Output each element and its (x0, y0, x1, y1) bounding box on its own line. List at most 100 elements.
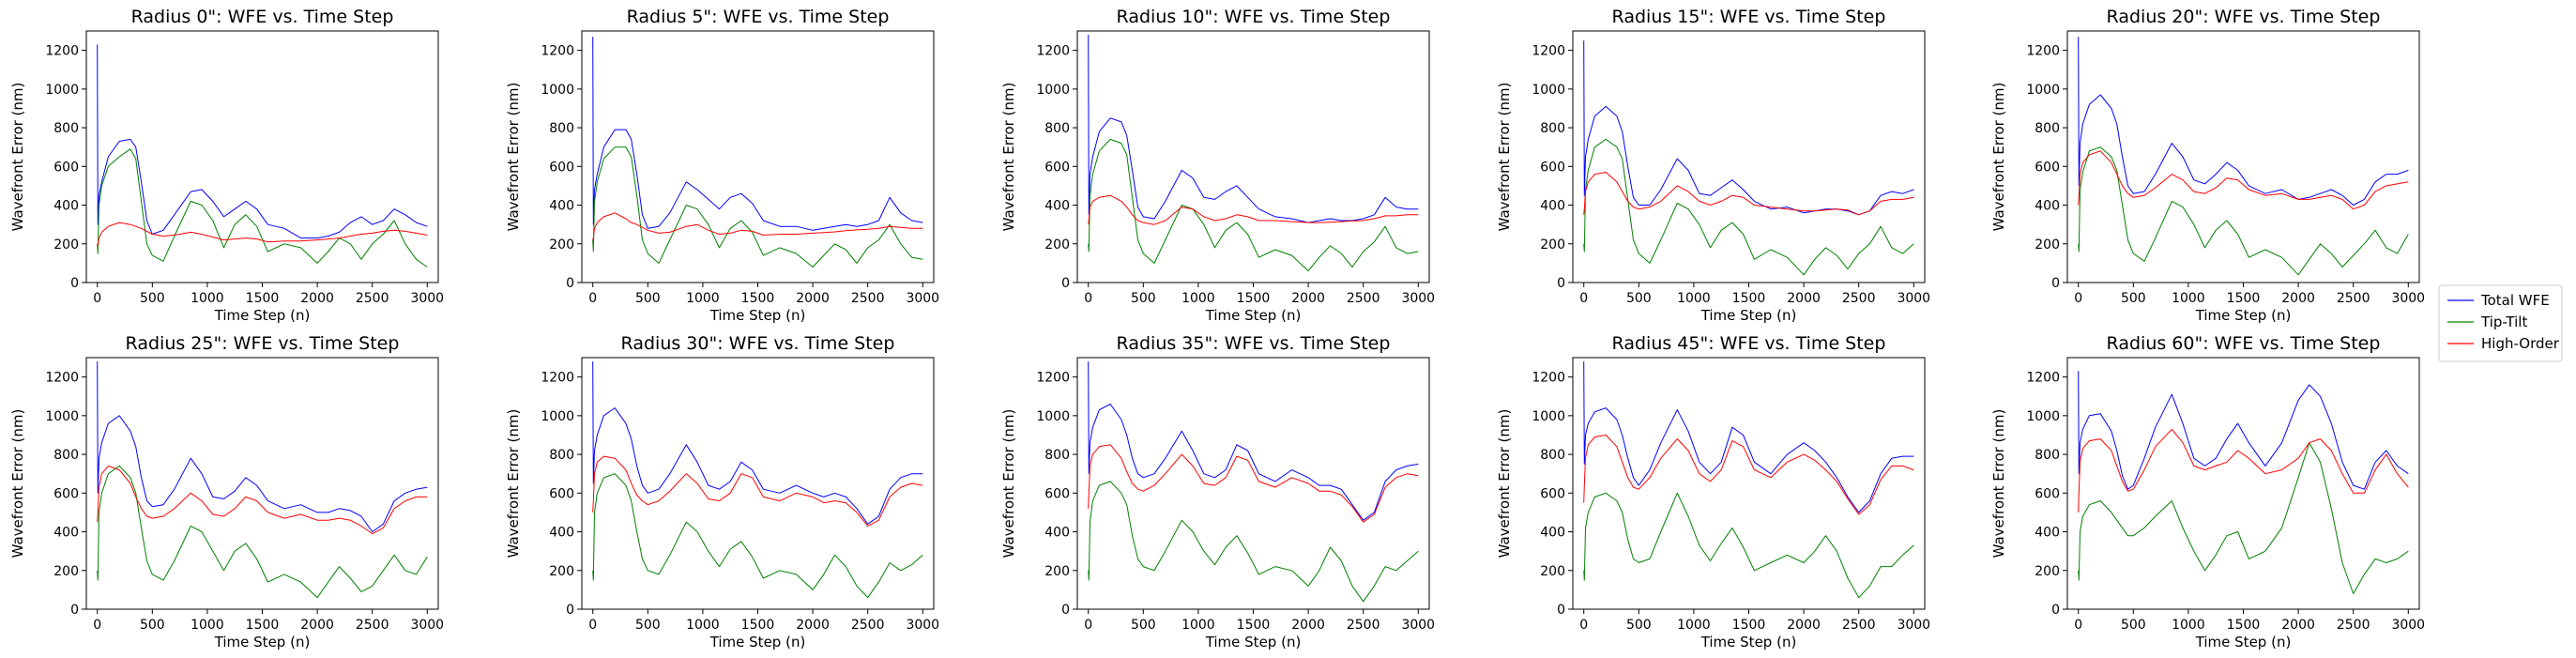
subplot-title: Radius 10": WFE vs. Time Step (1117, 7, 1391, 27)
y-axis-label: Wavefront Error (nm) (1496, 83, 1513, 232)
series-line-tip-tilt (592, 146, 923, 268)
x-tick-label: 2000 (796, 618, 830, 633)
subplot-10: 0 500 1000 1500 2000 2500 3000 0 200 400 600 800 100… (1990, 333, 2425, 650)
x-tick-label: 0 (2074, 618, 2082, 633)
x-tick-label: 1000 (2172, 291, 2205, 306)
x-tick-label: 500 (2121, 618, 2146, 633)
x-tick-label: 2000 (300, 618, 334, 633)
x-tick-label: 2500 (1842, 618, 1876, 633)
y-tick-label: 800 (53, 448, 79, 463)
series-line-total-wfe (2078, 371, 2409, 490)
y-tick-label: 1000 (45, 409, 79, 424)
x-tick-label: 3000 (1401, 291, 1435, 306)
y-axis-label: Wavefront Error (nm) (1990, 83, 2007, 232)
x-tick-label: 1500 (741, 618, 775, 633)
y-axis-label: Wavefront Error (nm) (9, 83, 26, 232)
y-tick-label: 1200 (1532, 44, 1565, 59)
x-tick-label: 1000 (1677, 618, 1711, 633)
x-tick-label: 500 (1131, 291, 1156, 306)
x-tick-label: 1000 (686, 291, 720, 306)
x-axis-label: Time Step (n) (1700, 307, 1797, 324)
y-tick-label: 800 (2035, 448, 2060, 463)
series-group (2078, 37, 2409, 276)
y-tick-label: 1000 (45, 83, 79, 98)
y-tick-label: 200 (1540, 237, 1565, 252)
x-tick-label: 1000 (1181, 618, 1215, 633)
y-tick-label: 1200 (1036, 371, 1070, 386)
x-tick-label: 3000 (410, 618, 444, 633)
y-tick-label: 0 (566, 603, 574, 618)
y-tick-label: 600 (53, 160, 79, 175)
y-tick-label: 400 (1540, 526, 1565, 541)
y-tick-label: 0 (2051, 603, 2060, 618)
x-tick-label: 3000 (2391, 291, 2425, 306)
y-tick-label: 400 (1044, 199, 1070, 214)
y-tick-label: 400 (2035, 526, 2060, 541)
x-tick-label: 0 (588, 291, 597, 306)
x-tick-label: 0 (588, 618, 597, 633)
subplot-1: 0 500 1000 1500 2000 2500 3000 0 200 400 600 800 100… (9, 7, 444, 324)
y-tick-label: 600 (549, 160, 574, 175)
y-tick-label: 1000 (1036, 83, 1070, 98)
x-tick-label: 500 (2121, 291, 2146, 306)
series-line-tip-tilt (1088, 481, 1419, 603)
y-tick-label: 400 (2035, 199, 2060, 214)
x-tick-label: 2500 (1347, 618, 1380, 633)
series-line-tip-tilt (2078, 146, 2409, 276)
x-tick-label: 3000 (906, 618, 939, 633)
x-tick-label: 2500 (851, 291, 885, 306)
y-tick-label: 600 (2035, 486, 2060, 501)
x-tick-label: 500 (635, 618, 661, 633)
x-tick-label: 2500 (356, 291, 389, 306)
x-tick-label: 2000 (1787, 291, 1821, 306)
series-line-total-wfe (97, 361, 428, 532)
x-tick-label: 2500 (2337, 618, 2370, 633)
y-tick-label: 800 (549, 121, 574, 136)
y-tick-label: 200 (1540, 564, 1565, 579)
x-tick-label: 1500 (1237, 618, 1271, 633)
y-axis-label: Wavefront Error (nm) (9, 409, 26, 559)
series-group (1583, 361, 1914, 599)
axes-frame (1572, 30, 1926, 283)
y-axis-label: Wavefront Error (nm) (505, 409, 522, 559)
x-tick-label: 3000 (1897, 618, 1930, 633)
y-axis-label: Wavefront Error (nm) (1496, 409, 1513, 559)
axes-frame (1076, 357, 1430, 610)
x-axis-label: Time Step (n) (709, 634, 806, 650)
series-line-total-wfe (97, 44, 428, 239)
y-tick-label: 0 (70, 276, 79, 291)
x-axis-label: Time Step (n) (1700, 634, 1797, 650)
subplot-grid: 0 500 1000 1500 2000 2500 30000200400600800100… (9, 7, 2425, 650)
x-axis-label: Time Step (n) (2195, 634, 2292, 650)
y-tick-label: 600 (53, 486, 79, 501)
subplot-title: Radius 20": WFE vs. Time Step (2107, 7, 2381, 27)
x-tick-label: 0 (1579, 291, 1588, 306)
x-axis-label: Time Step (n) (709, 307, 806, 324)
series-line-high-order (2078, 428, 2409, 513)
y-tick-label: 0 (1061, 603, 1070, 618)
y-axis-label: Wavefront Error (nm) (1000, 409, 1017, 559)
x-tick-label: 3000 (906, 291, 939, 306)
subplot-title: Radius 60": WFE vs. Time Step (2107, 333, 2381, 354)
series-line-tip-tilt (1088, 138, 1419, 272)
series-line-high-order (1583, 435, 1914, 515)
series-group (1088, 35, 1419, 272)
y-axis-label: Wavefront Error (nm) (505, 83, 522, 232)
series-line-tip-tilt (1583, 138, 1914, 276)
x-tick-label: 500 (635, 291, 661, 306)
y-tick-label: 800 (549, 448, 574, 463)
y-tick-label: 0 (566, 276, 574, 291)
series-line-total-wfe (592, 37, 923, 231)
y-tick-label: 1200 (541, 371, 574, 386)
axes-frame (581, 357, 935, 610)
legend: Total WFE Tip-Tilt High-Order (2438, 284, 2563, 362)
legend-label-tip-tilt: Tip-Tilt (2480, 314, 2527, 330)
axes-frame (85, 30, 439, 283)
y-tick-label: 1200 (1532, 371, 1565, 386)
y-tick-label: 1200 (2026, 44, 2060, 59)
x-tick-label: 1500 (2227, 291, 2261, 306)
y-tick-label: 600 (1540, 486, 1565, 501)
subplot-title: Radius 35": WFE vs. Time Step (1117, 333, 1391, 354)
y-tick-label: 0 (1557, 276, 1565, 291)
y-tick-label: 1200 (45, 371, 79, 386)
